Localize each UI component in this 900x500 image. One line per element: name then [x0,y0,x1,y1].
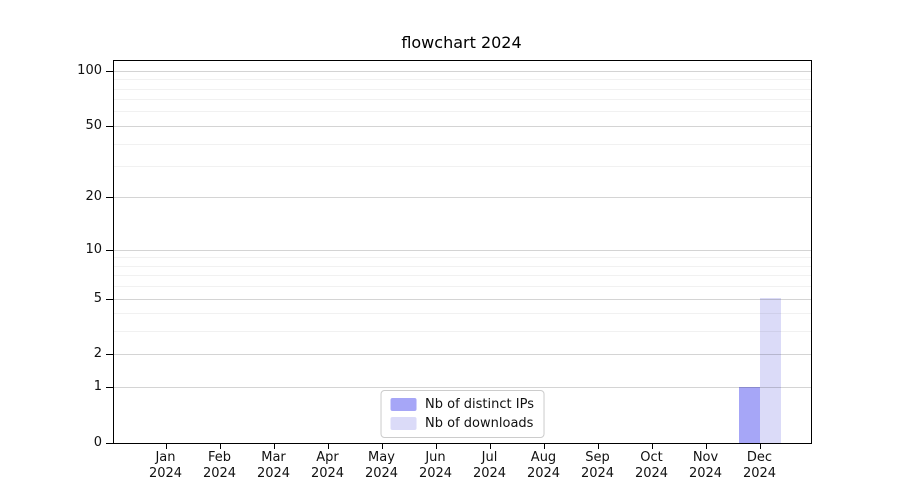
x-axis-tick [435,443,437,449]
y-axis-tick-label: 100 [77,62,102,78]
x-axis-tick [327,443,329,449]
x-tick-year: 2024 [634,466,669,481]
y-axis-tick [106,354,113,356]
x-tick-year: 2024 [256,466,291,481]
x-tick-month: Jan [155,450,176,465]
x-axis-tick [651,443,653,449]
x-axis-tick [273,443,275,449]
x-tick-year: 2024 [580,466,615,481]
x-axis-tick-label: Aug 2024 [512,450,576,482]
y-axis-tick [106,249,113,251]
x-axis-tick [759,443,761,449]
y-gridline-minor [114,79,811,81]
x-tick-year: 2024 [364,466,399,481]
y-gridline-minor [114,313,811,315]
y-axis-tick [106,298,113,300]
x-tick-month: Jun [425,450,446,465]
y-axis-tick [106,125,113,127]
x-tick-year: 2024 [472,466,507,481]
x-axis-tick [489,443,491,449]
x-tick-year: 2024 [418,466,453,481]
x-tick-month: Mar [261,450,286,465]
x-tick-month: Jul [481,450,498,465]
x-axis-tick [381,443,383,449]
x-axis-tick-label: Apr 2024 [296,450,360,482]
y-gridline-major [114,387,811,389]
x-axis-tick-label: Oct 2024 [620,450,684,482]
x-tick-month: Aug [530,450,557,465]
y-axis-tick-label: 20 [85,189,102,205]
x-axis-tick-label: Sep 2024 [566,450,630,482]
y-axis-tick-label: 10 [85,241,102,257]
y-axis-tick-label: 0 [93,435,102,450]
y-gridline-minor [114,275,811,277]
y-gridline-minor [114,88,811,90]
legend-label-downloads: Nb of downloads [425,416,534,431]
x-axis-tick [597,443,599,449]
y-gridline-major [114,298,811,300]
legend-swatch-downloads [390,417,417,430]
y-gridline-minor [114,257,811,259]
y-axis-tick-label: 1 [93,379,102,395]
y-gridline-major [114,70,811,72]
y-gridline-minor [114,265,811,267]
x-tick-year: 2024 [148,466,183,481]
x-axis-tick [219,443,221,449]
legend-label-distinct-ips: Nb of distinct IPs [425,397,534,412]
y-gridline-minor [114,331,811,333]
bar-distinct-ips [738,387,760,443]
x-axis-tick [165,443,167,449]
x-tick-year: 2024 [526,466,561,481]
x-axis-tick-label: May 2024 [350,450,414,482]
y-axis-tick-label: 50 [85,117,102,133]
y-gridline-major [114,354,811,356]
legend-item-downloads: Nb of downloads [390,416,534,431]
x-axis-tick-label: Mar 2024 [242,450,306,482]
y-gridline-minor [114,286,811,288]
x-axis-tick-label: Jan 2024 [134,450,198,482]
y-axis-tick-label: 5 [93,290,102,306]
x-axis-tick-label: Dec 2024 [728,450,792,482]
x-tick-year: 2024 [688,466,723,481]
y-gridline-major [114,249,811,251]
x-axis-tick [543,443,545,449]
legend-swatch-distinct-ips [390,398,417,411]
y-gridline-minor [114,111,811,113]
y-axis-tick [106,387,113,389]
y-axis-tick [106,197,113,199]
plot-area: Nb of distinct IPs Nb of downloads 0 1 2 5 1… [77,60,812,481]
legend-item-distinct-ips: Nb of distinct IPs [390,397,534,412]
y-gridline-minor [114,99,811,101]
x-tick-year: 2024 [310,466,345,481]
x-tick-month: May [368,450,395,465]
x-axis-tick [705,443,707,449]
x-tick-year: 2024 [742,466,777,481]
y-gridline-major [114,197,811,199]
y-gridline-minor [114,143,811,145]
chart-title: flowchart 2024 [401,33,522,52]
x-tick-month: Sep [585,450,610,465]
x-tick-month: Dec [746,450,773,465]
y-axis-tick [106,70,113,72]
y-gridline-major [114,125,811,127]
x-axis-tick-label: Jun 2024 [404,450,468,482]
x-axis-tick-label: Nov 2024 [674,450,738,482]
x-tick-year: 2024 [202,466,237,481]
x-tick-month: Oct [640,450,663,465]
y-axis-tick [106,443,113,444]
x-tick-month: Nov [692,450,719,465]
y-axis-tick-label: 2 [93,346,102,362]
x-tick-month: Feb [207,450,232,465]
legend: Nb of distinct IPs Nb of downloads [380,390,545,438]
x-axis-tick-label: Jul 2024 [458,450,522,482]
x-tick-month: Apr [316,450,339,465]
x-axis-tick-label: Feb 2024 [188,450,252,482]
y-gridline-minor [114,166,811,167]
bar-downloads [759,298,781,443]
